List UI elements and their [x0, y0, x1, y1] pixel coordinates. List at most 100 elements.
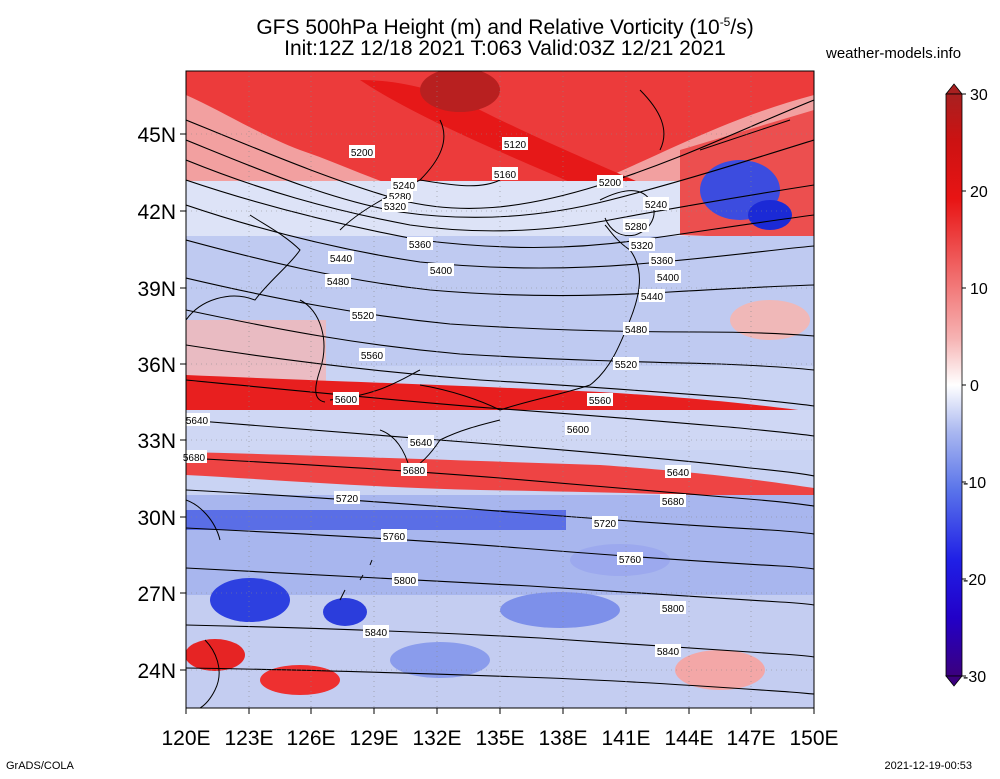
svg-text:5360: 5360	[651, 256, 674, 267]
svg-text:5840: 5840	[365, 628, 388, 639]
contour-label: 5440	[639, 289, 665, 303]
svg-text:5800: 5800	[662, 604, 685, 615]
contour-label: 5360	[407, 237, 433, 251]
colorbar-tick-label: 30	[970, 87, 988, 104]
lon-tick-label: 150E	[789, 727, 838, 750]
contour-labels: 5200 5120 5160 5200 5240 5280 5320 5240 …	[181, 137, 691, 658]
contour-label: 5840	[363, 625, 389, 639]
svg-text:5240: 5240	[393, 181, 416, 192]
website-label: weather-models.info	[826, 45, 962, 62]
contour-label: 5480	[623, 322, 649, 336]
contour-label: 5160	[492, 167, 518, 181]
contour-label: 5120	[502, 137, 528, 151]
contour-label: 5320	[382, 199, 408, 213]
map-title-line2: Init:12Z 12/18 2021 T:063 Valid:03Z 12/2…	[284, 37, 726, 60]
svg-text:5400: 5400	[657, 273, 680, 284]
contour-label: 5600	[565, 422, 591, 436]
height-contours	[186, 99, 814, 695]
colorbar-max-arrow	[945, 83, 963, 95]
lat-tick-label: 36N	[137, 354, 176, 377]
svg-text:5400: 5400	[430, 266, 453, 277]
svg-text:5200: 5200	[351, 148, 374, 159]
contour-label: 5720	[592, 516, 618, 530]
lat-tick-label: 30N	[137, 507, 176, 530]
colorbar-min-arrow	[945, 675, 963, 687]
vorticity-field	[186, 71, 814, 708]
contour-label: 5520	[613, 357, 639, 371]
svg-text:5640: 5640	[186, 416, 209, 427]
lon-tick-label: 129E	[349, 727, 398, 750]
svg-text:5280: 5280	[625, 222, 648, 233]
svg-text:5840: 5840	[657, 647, 680, 658]
graticule	[186, 71, 814, 708]
contour-label: 5720	[334, 491, 360, 505]
colorbar-tick-label: -30	[963, 669, 986, 686]
svg-text:5560: 5560	[361, 351, 384, 362]
contour-label: 5640	[184, 413, 210, 427]
svg-text:5520: 5520	[352, 311, 375, 322]
contour-label: 5560	[587, 393, 613, 407]
svg-text:5560: 5560	[589, 396, 612, 407]
contour-label: 5400	[655, 270, 681, 284]
colorbar-tick-label: 20	[970, 184, 988, 201]
contour-label: 5200	[349, 145, 375, 159]
svg-text:5320: 5320	[384, 202, 407, 213]
lat-tick-label: 33N	[137, 430, 176, 453]
contour-label: 5400	[428, 263, 454, 277]
svg-text:5360: 5360	[409, 240, 432, 251]
contour-label: 5520	[350, 308, 376, 322]
svg-text:5240: 5240	[645, 200, 668, 211]
contour-label: 5640	[408, 435, 434, 449]
svg-text:5720: 5720	[336, 494, 359, 505]
contour-label: 5280	[623, 219, 649, 233]
footer-timestamp: 2021-12-19-00:53	[884, 760, 972, 772]
map-title-line1: GFS 500hPa Height (m) and Relative Vorti…	[256, 15, 754, 39]
lat-tick-label: 27N	[137, 583, 176, 606]
contour-label: 5640	[665, 465, 691, 479]
lon-tick-label: 135E	[475, 727, 524, 750]
footer-software: GrADS/COLA	[6, 760, 74, 772]
svg-text:5320: 5320	[631, 241, 654, 252]
contour-label: 5680	[181, 450, 207, 464]
lon-tick-label: 141E	[601, 727, 650, 750]
contour-label: 5840	[655, 644, 681, 658]
contour-label: 5200	[597, 175, 623, 189]
svg-text:5440: 5440	[330, 254, 353, 265]
lon-axis: 120E 123E 126E 129E 132E 135E 138E 141E …	[161, 708, 839, 750]
svg-text:5200: 5200	[599, 178, 622, 189]
contour-label: 5240	[391, 178, 417, 192]
svg-text:5680: 5680	[403, 466, 426, 477]
contour-label: 5760	[381, 529, 407, 543]
contour-label: 5680	[660, 494, 686, 508]
colorbar-bar	[945, 93, 963, 677]
lon-tick-label: 144E	[664, 727, 713, 750]
contour-label: 5320	[629, 238, 655, 252]
svg-text:5600: 5600	[567, 425, 590, 436]
svg-text:5800: 5800	[394, 576, 417, 587]
contour-label: 5600	[333, 392, 359, 406]
lon-tick-label: 138E	[538, 727, 587, 750]
colorbar-tick-label: 0	[970, 378, 979, 395]
contour-label: 5440	[328, 251, 354, 265]
contour-label: 5240	[643, 197, 669, 211]
svg-text:5720: 5720	[594, 519, 617, 530]
lat-tick-label: 39N	[137, 278, 176, 301]
contour-label: 5800	[660, 601, 686, 615]
colorbar-tick-label: -10	[963, 475, 986, 492]
svg-text:5760: 5760	[619, 555, 642, 566]
contour-label: 5480	[325, 274, 351, 288]
lon-tick-label: 120E	[161, 727, 210, 750]
svg-text:5520: 5520	[615, 360, 638, 371]
svg-text:5440: 5440	[641, 292, 664, 303]
contour-label: 5680	[401, 463, 427, 477]
svg-text:5680: 5680	[662, 497, 685, 508]
contour-label: 5280	[387, 189, 413, 203]
colorbar-tick-label: -20	[963, 572, 986, 589]
svg-text:5280: 5280	[389, 192, 412, 203]
svg-text:5760: 5760	[383, 532, 406, 543]
lon-tick-label: 132E	[412, 727, 461, 750]
svg-text:5600: 5600	[335, 395, 358, 406]
lat-tick-label: 24N	[137, 660, 176, 683]
lon-tick-label: 147E	[726, 727, 775, 750]
